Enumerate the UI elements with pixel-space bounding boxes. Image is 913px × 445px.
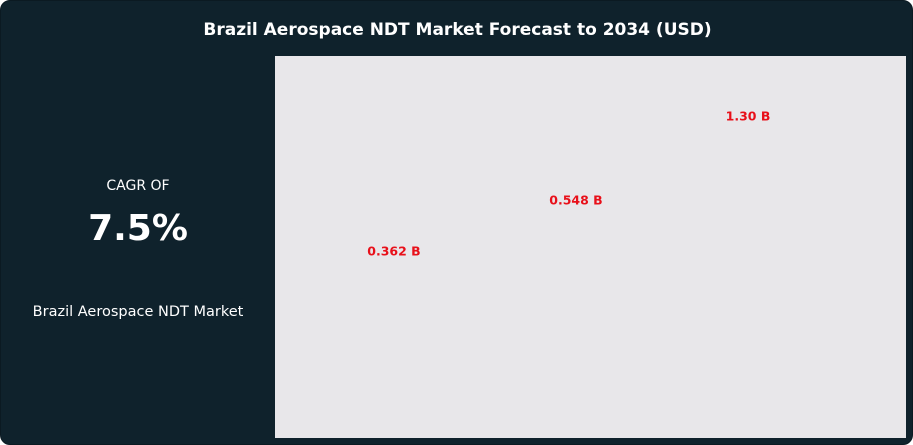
chart-title: Brazil Aerospace NDT Market Forecast to … (203, 20, 712, 40)
cagr-caption: CAGR OF (106, 178, 170, 194)
summary-panel: CAGR OF 7.5% Brazil Aerospace NDT Market (1, 56, 275, 444)
plot-background (275, 56, 906, 438)
market-name: Brazil Aerospace NDT Market (32, 304, 244, 320)
value-label: 1.30 B (726, 109, 771, 124)
value-label: 0.362 B (367, 244, 420, 259)
value-label: 0.548 B (549, 193, 602, 208)
cagr-value: 7.5% (88, 208, 188, 249)
plot-area: 0.362 B 0.548 B 1.30 B (275, 56, 906, 438)
